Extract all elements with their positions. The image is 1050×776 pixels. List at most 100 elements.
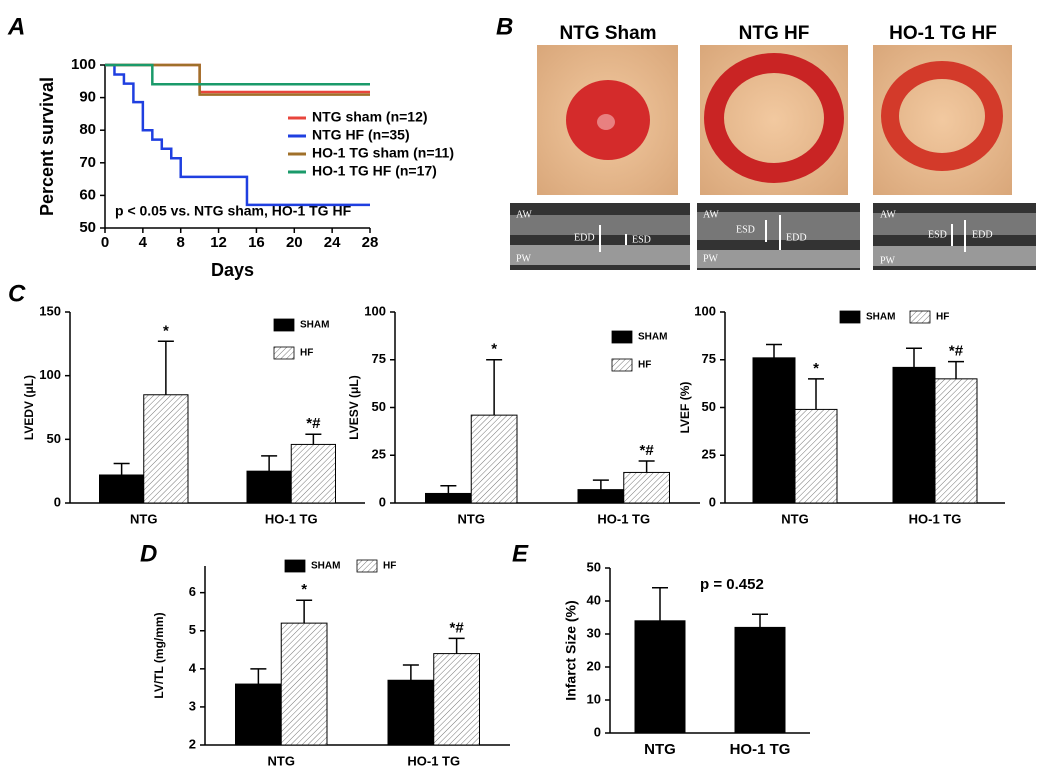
bar: [387, 679, 435, 746]
y-tick-label: 100: [694, 303, 716, 318]
x-tick-label: NTG: [130, 511, 157, 526]
bar: [143, 394, 189, 504]
y-tick-label: 75: [702, 351, 716, 366]
error-bar: [808, 378, 824, 410]
y-axis-title: LVEDV (μL): [22, 375, 36, 440]
legend-label: SHAM: [866, 312, 895, 323]
legend-label: SHAM: [311, 561, 340, 572]
y-tick-label: 2: [189, 736, 196, 751]
y-tick-label: 50: [47, 431, 61, 446]
error-bar: [402, 664, 419, 681]
y-axis-title: LVEF (%): [678, 382, 692, 434]
bar: [634, 620, 686, 734]
error-bar: [305, 433, 322, 445]
x-tick-label: 8: [177, 234, 185, 251]
y-tick-label: 75: [372, 351, 386, 366]
bar: [290, 443, 336, 504]
legend-label: HF: [936, 312, 949, 323]
x-tick-label: NTG: [458, 511, 485, 526]
x-tick-label: 20: [286, 234, 303, 251]
error-bar: [652, 587, 668, 621]
echo-label: AW: [703, 209, 719, 220]
panel-label: D: [140, 540, 157, 567]
significance-marker: *: [163, 322, 169, 339]
panel-label: C: [8, 280, 26, 307]
y-tick-label: 100: [364, 303, 386, 318]
x-tick-label: HO-1 TG: [909, 511, 962, 526]
bar: [934, 378, 978, 504]
bar: [433, 653, 480, 746]
y-axis-title: LV/TL (mg/mm): [152, 612, 166, 698]
x-tick-label: 28: [362, 234, 379, 251]
legend-label: HF: [300, 348, 313, 359]
x-axis-title: Days: [211, 260, 254, 280]
y-axis-title: Percent survival: [37, 77, 57, 216]
bar: [892, 366, 936, 504]
echo-label: AW: [516, 209, 532, 220]
annotation: p < 0.05 vs. NTG sham, HO-1 TG HF: [115, 203, 352, 219]
legend-label: HF: [638, 360, 651, 371]
image-label: NTG HF: [739, 23, 810, 44]
x-tick-label: 16: [248, 234, 265, 251]
y-tick-label: 0: [709, 494, 716, 509]
x-tick-label: NTG: [644, 741, 676, 758]
y-tick-label: 5: [189, 622, 196, 637]
bar: [752, 357, 796, 504]
bar: [235, 683, 282, 746]
y-tick-label: 50: [702, 399, 716, 414]
error-bar: [261, 455, 278, 472]
legend-label: SHAM: [638, 332, 667, 343]
echo-label: ESD: [736, 224, 755, 235]
image-label: HO-1 TG HF: [889, 23, 997, 44]
y-tick-label: 25: [372, 447, 386, 462]
error-bar: [296, 599, 313, 624]
legend-swatch: [839, 310, 861, 324]
x-tick-label: 24: [324, 234, 341, 251]
y-tick-label: 10: [587, 691, 601, 706]
y-tick-label: 20: [587, 658, 601, 673]
y-tick-label: 90: [79, 89, 96, 106]
x-tick-label: 0: [101, 234, 109, 251]
legend-label: HO-1 TG sham (n=11): [312, 145, 454, 161]
error-bar: [250, 668, 267, 685]
x-tick-label: 12: [210, 234, 227, 251]
x-tick-label: 4: [139, 234, 148, 251]
bar: [470, 414, 518, 504]
bar: [577, 489, 625, 504]
y-tick-label: 0: [379, 494, 386, 509]
y-tick-label: 4: [189, 660, 197, 675]
bar: [734, 626, 786, 734]
bar: [246, 470, 292, 504]
echo-label: ESD: [928, 229, 947, 240]
bar: [794, 408, 838, 504]
significance-marker: *#: [640, 442, 655, 459]
significance-marker: *#: [949, 343, 964, 360]
legend-label: HO-1 TG HF (n=17): [312, 163, 437, 179]
legend-swatch: [356, 559, 378, 573]
bar: [280, 622, 328, 746]
echo-label: EDD: [786, 232, 807, 243]
error-bar: [448, 637, 465, 654]
y-tick-label: 30: [587, 625, 601, 640]
significance-marker: *#: [306, 415, 321, 432]
survival-line: [105, 63, 370, 94]
legend-swatch: [284, 559, 306, 573]
echo-label: EDD: [972, 229, 993, 240]
error-bar: [113, 462, 130, 475]
y-tick-label: 80: [79, 121, 96, 138]
panel-label: A: [7, 13, 25, 40]
legend-label: HF: [383, 561, 396, 572]
y-tick-label: 150: [39, 303, 61, 318]
survival-line: [105, 63, 370, 86]
panel-label: B: [496, 13, 513, 40]
significance-marker: *#: [450, 619, 465, 636]
x-tick-label: HO-1 TG: [265, 511, 318, 526]
y-tick-label: 50: [587, 559, 601, 574]
echo-label: PW: [703, 253, 719, 264]
legend-swatch: [909, 310, 931, 324]
y-tick-label: 50: [79, 219, 96, 236]
x-tick-label: HO-1 TG: [730, 741, 791, 758]
error-bar: [157, 340, 174, 395]
error-bar: [766, 343, 782, 358]
